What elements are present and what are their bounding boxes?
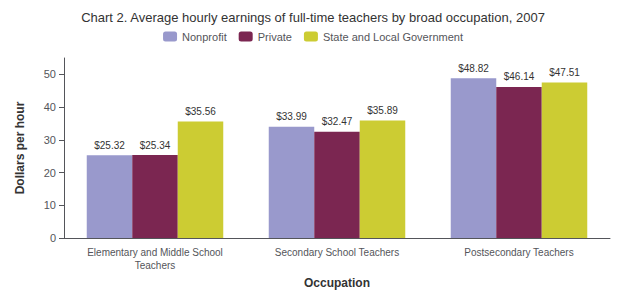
svg-text:$35.89: $35.89 (367, 105, 398, 116)
svg-text:Elementary and Middle School: Elementary and Middle School (87, 247, 223, 258)
svg-text:$47.51: $47.51 (549, 67, 580, 78)
svg-text:$25.34: $25.34 (140, 140, 171, 151)
svg-text:Occupation: Occupation (304, 276, 370, 290)
svg-text:$48.82: $48.82 (458, 63, 489, 74)
svg-text:$25.32: $25.32 (94, 140, 125, 151)
svg-text:Teachers: Teachers (135, 260, 176, 271)
svg-text:20: 20 (44, 167, 56, 179)
svg-text:$32.47: $32.47 (322, 116, 353, 127)
svg-text:Secondary School Teachers: Secondary School Teachers (275, 247, 399, 258)
svg-text:$46.14: $46.14 (504, 71, 535, 82)
svg-text:40: 40 (44, 101, 56, 113)
svg-text:Nonprofit: Nonprofit (182, 31, 227, 43)
svg-text:0: 0 (50, 232, 56, 244)
svg-text:10: 10 (44, 199, 56, 211)
svg-text:Private: Private (258, 31, 292, 43)
svg-text:$35.56: $35.56 (185, 106, 216, 117)
svg-text:30: 30 (44, 134, 56, 146)
svg-text:Postsecondary Teachers: Postsecondary Teachers (464, 247, 573, 258)
svg-text:Dollars per hour: Dollars per hour (13, 101, 27, 194)
svg-text:Chart 2. Average hourly earnin: Chart 2. Average hourly earnings of full… (81, 10, 545, 25)
svg-text:50: 50 (44, 68, 56, 80)
svg-text:$33.99: $33.99 (276, 111, 307, 122)
svg-text:State and Local Government: State and Local Government (323, 31, 463, 43)
